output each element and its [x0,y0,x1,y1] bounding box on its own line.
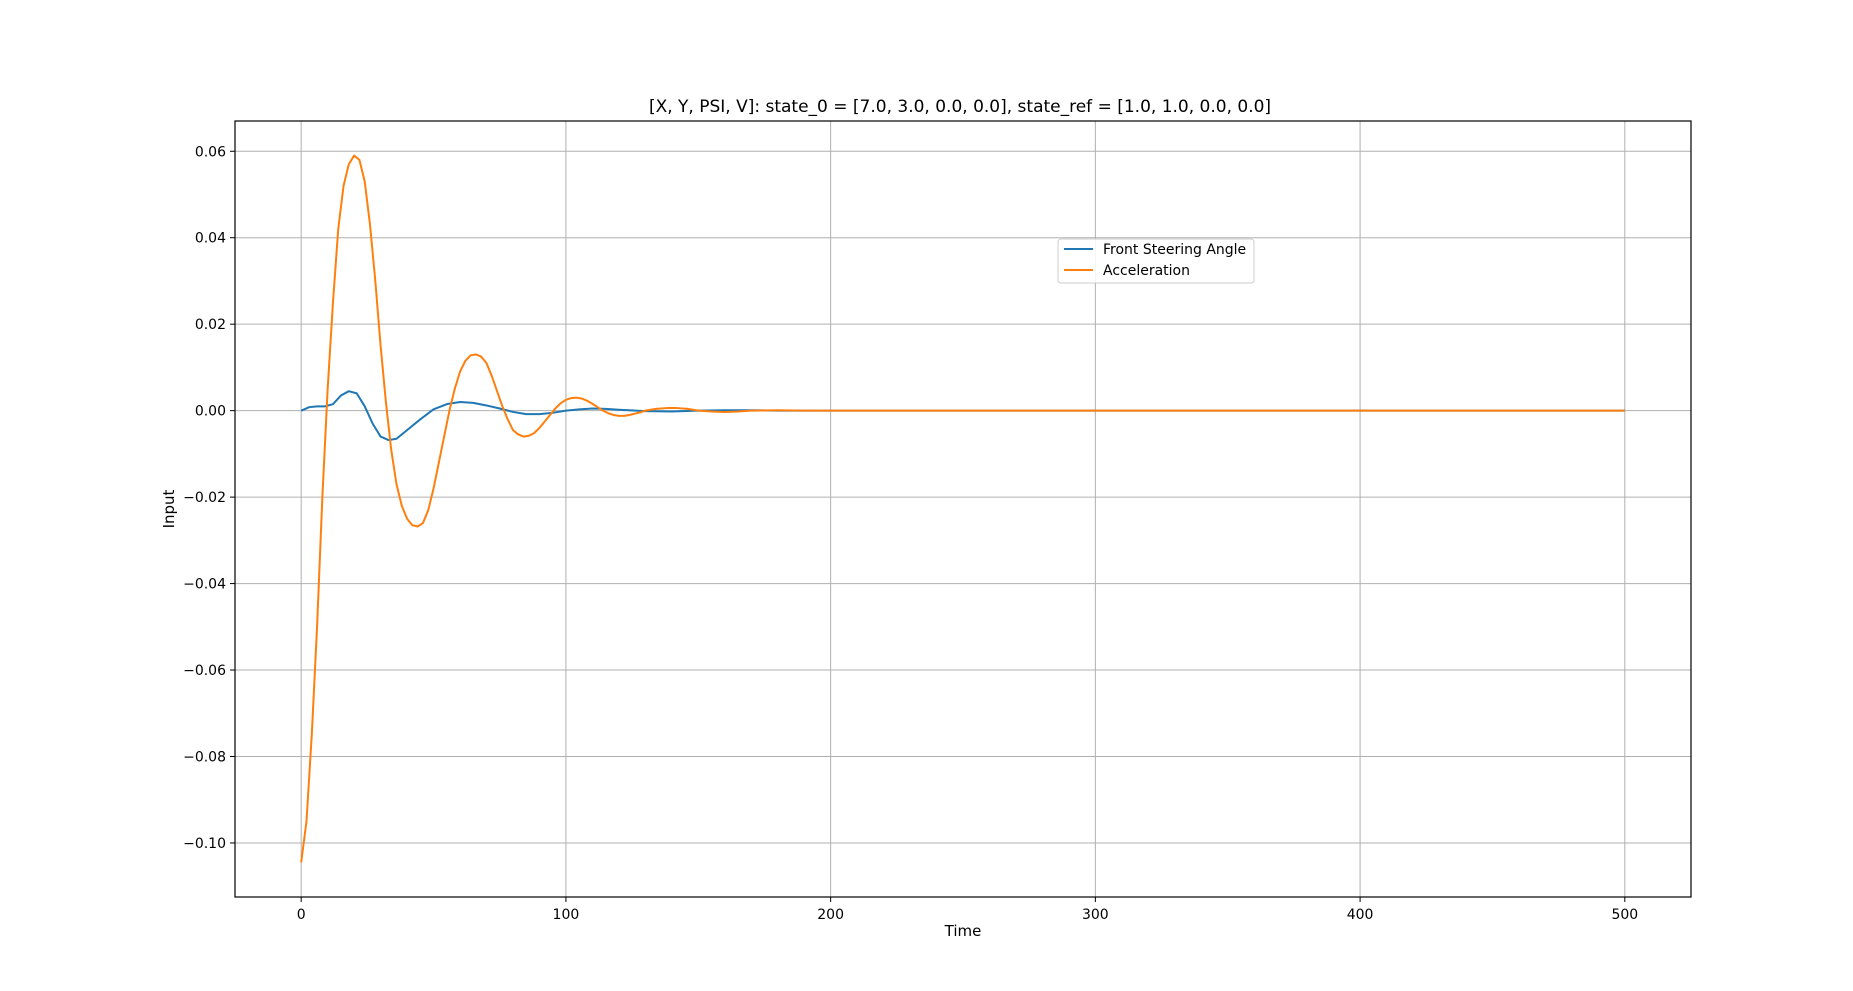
x-axis-label: Time [944,922,982,940]
series-line-acceleration [300,154,1625,863]
y-axis-label: Input [160,489,178,528]
legend: Front Steering Angle Acceleration [1057,238,1255,284]
plot-area-frame [234,120,1692,898]
x-tick-label: 500 [1611,907,1638,923]
x-tick-label: 200 [817,907,844,923]
y-tick-label: −0.02 [183,490,226,506]
y-tick-label: −0.06 [183,663,226,679]
x-tick-label: 400 [1347,907,1374,923]
x-tick-label: 100 [553,907,580,923]
y-tick-label: −0.10 [183,836,226,852]
legend-label-front-steering-angle: Front Steering Angle [1103,242,1246,258]
legend-frame [1057,238,1255,284]
chart-title: [X, Y, PSI, V]: state_0 = [7.0, 3.0, 0.0… [649,97,1271,117]
x-tick-label: 0 [297,907,306,923]
y-tick-label: −0.08 [183,749,226,765]
y-tick-label: −0.04 [183,577,226,593]
legend-label-acceleration: Acceleration [1103,263,1190,279]
series-layer [300,154,1625,863]
axis-ticks: 0 100 200 300 400 500 0.06 0.04 0.02 0.00 −0.02 −0.… [183,144,1638,923]
x-tick-label: 300 [1082,907,1109,923]
y-tick-label: 0.04 [195,231,226,247]
y-tick-label: 0.00 [195,404,226,420]
y-tick-label: 0.06 [195,144,226,160]
y-tick-label: 0.02 [195,317,226,333]
